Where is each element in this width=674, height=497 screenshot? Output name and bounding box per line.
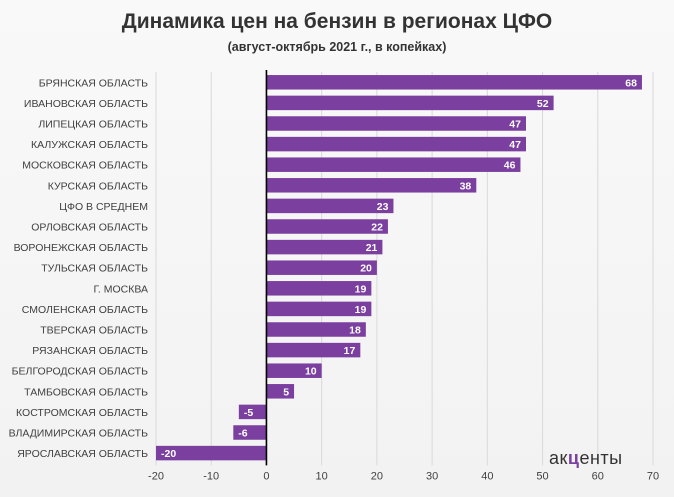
x-tick-label: 40 [481,470,493,482]
category-label: МОСКОВСКАЯ ОБЛАСТЬ [22,160,148,172]
x-tick-label: -10 [203,470,219,482]
bar [266,322,366,337]
x-tick-label: 20 [371,470,383,482]
category-label: ВЛАДИМИРСКАЯ ОБЛАСТЬ [9,428,149,440]
data-label: 21 [366,242,378,254]
category-label: РЯЗАНСКАЯ ОБЛАСТЬ [32,345,148,357]
category-label: БЕЛГОРОДСКАЯ ОБЛАСТЬ [12,366,148,378]
x-tick-label: 10 [316,470,328,482]
data-label: 46 [504,160,516,172]
bar [266,178,477,193]
data-label: 18 [349,325,361,337]
bar [266,75,642,90]
bar [266,95,554,111]
category-label: ИВАНОВСКАЯ ОБЛАСТЬ [24,98,148,110]
bar [238,404,267,420]
category-label: ТАМБОВСКАЯ ОБЛАСТЬ [24,386,148,398]
logo-suffix: енты [579,448,623,468]
bar [266,281,372,296]
x-tick-label: 60 [592,470,604,482]
bar [266,239,383,255]
data-label: -5 [244,407,253,419]
data-label: 47 [509,139,521,151]
category-label: Г. МОСКВА [93,283,148,295]
data-label: 19 [355,304,367,316]
bar [266,157,521,172]
bar [233,425,267,440]
bar [266,384,295,399]
category-label: ОРЛОВСКАЯ ОБЛАСТЬ [31,222,148,234]
category-label: ЯРОСЛАВСКАЯ ОБЛАСТЬ [17,448,148,460]
data-label: 47 [509,119,521,131]
x-tick-label: 70 [647,470,659,482]
data-label: -20 [161,448,176,460]
category-label: ТУЛЬСКАЯ ОБЛАСТЬ [41,263,148,275]
data-label: 10 [305,366,317,378]
category-label: КАЛУЖСКАЯ ОБЛАСТЬ [31,139,148,151]
bar [156,445,267,461]
bar [266,342,361,358]
category-label: ЛИПЕЦКАЯ ОБЛАСТЬ [38,119,148,131]
x-tick-label: -20 [148,470,164,482]
bar [266,260,377,275]
category-label: СМОЛЕНСКАЯ ОБЛАСТЬ [22,304,148,316]
data-label: 17 [344,345,356,357]
x-tick-label: 50 [536,470,548,482]
data-label: -6 [238,428,247,440]
data-label: 23 [377,201,389,213]
x-tick-label: 30 [426,470,438,482]
bar [266,198,394,214]
data-label: 19 [355,283,367,295]
category-label: ТВЕРСКАЯ ОБЛАСТЬ [40,325,148,337]
category-label: БРЯНСКАЯ ОБЛАСТЬ [39,77,148,89]
category-label: ЦФО В СРЕДНЕМ [59,201,148,213]
data-label: 38 [460,180,472,192]
data-label: 52 [537,98,549,110]
bar [266,136,526,152]
chart-subtitle: (август-октябрь 2021 г., в копейках) [227,40,447,54]
bar [266,363,322,378]
chart-title: Динамика цен на бензин в регионах ЦФО [121,10,553,33]
bar [266,219,388,234]
bar [266,116,526,131]
bar [266,301,372,317]
data-label: 5 [283,386,289,398]
logo-mark: ц [567,448,580,468]
logo-prefix: ак [549,448,568,468]
akcenty-logo: акценты [549,448,623,469]
data-label: 68 [625,77,637,89]
category-label: КОСТРОМСКАЯ ОБЛАСТЬ [16,407,148,419]
category-label: КУРСКАЯ ОБЛАСТЬ [48,180,148,192]
category-label: ВОРОНЕЖСКАЯ ОБЛАСТЬ [14,242,148,254]
data-label: 22 [371,222,383,234]
x-tick-label: 0 [263,470,269,482]
data-label: 20 [360,263,372,275]
